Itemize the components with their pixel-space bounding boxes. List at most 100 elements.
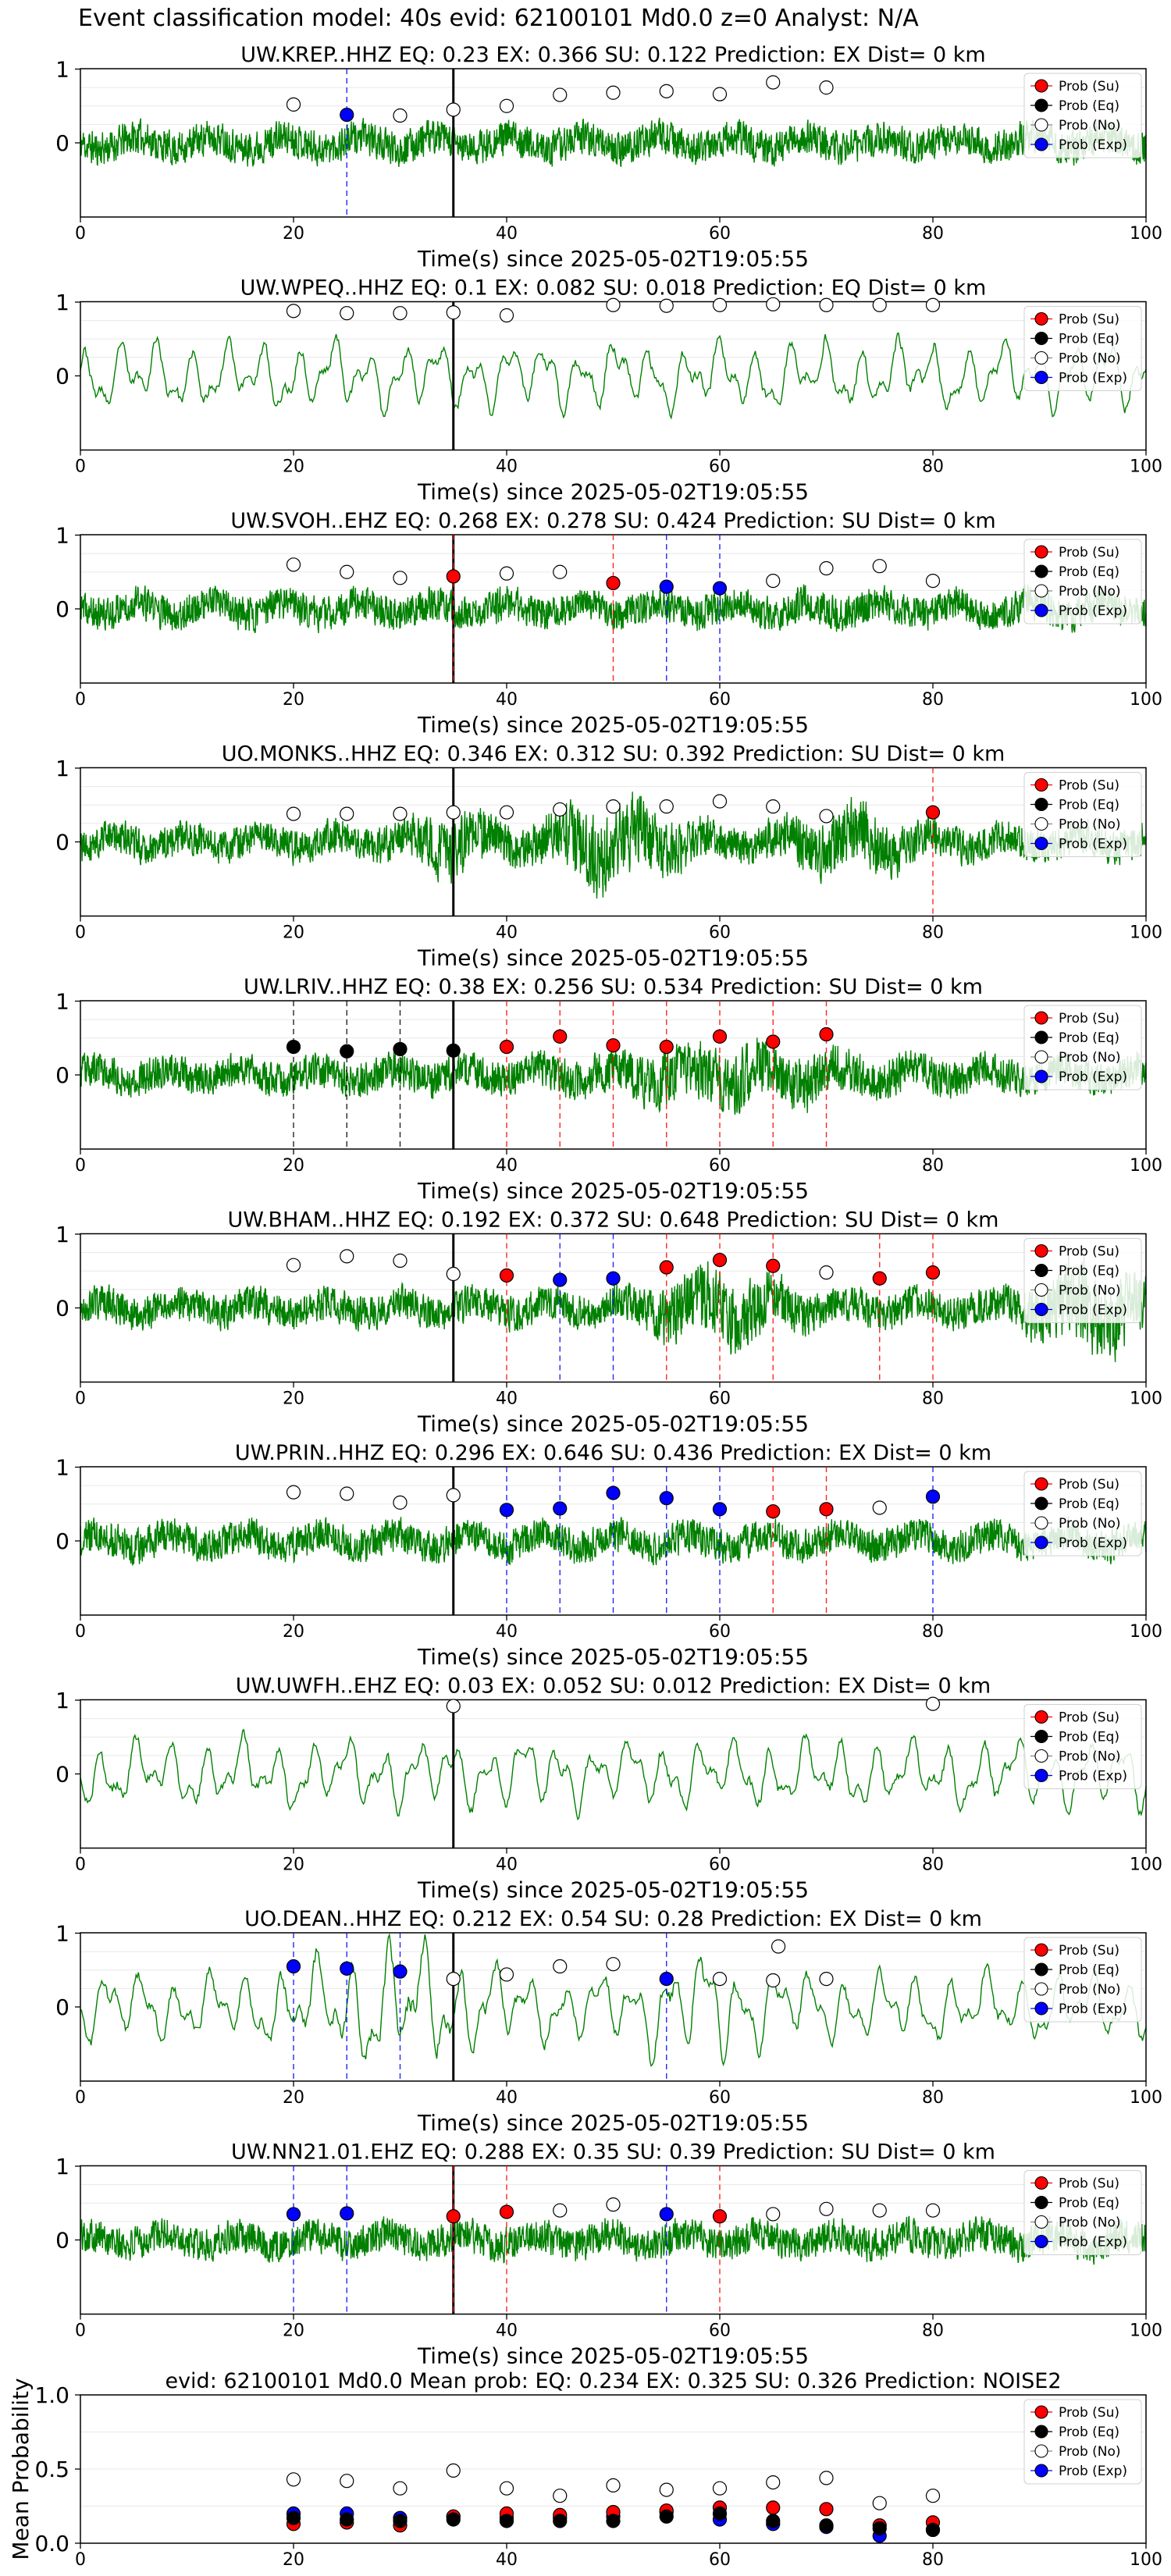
- y-tick-label: 1: [55, 523, 69, 549]
- legend-marker-eq: [1034, 1263, 1048, 1278]
- prob-point-exp: [286, 1959, 301, 1974]
- legend-label: Prob (Su): [1059, 312, 1119, 328]
- panel-title: UW.UWFH..EHZ EQ: 0.03 EX: 0.052 SU: 0.01…: [236, 1674, 991, 1699]
- x-tick-label: 40: [496, 1856, 518, 1875]
- prob-point-no: [872, 559, 887, 574]
- y-axis-label: Mean Probability: [8, 2378, 34, 2560]
- prob-point-no: [766, 75, 781, 90]
- legend-box: [1023, 73, 1142, 158]
- waveform-trace: [80, 2215, 1147, 2265]
- x-tick-label: 40: [496, 1156, 518, 1176]
- x-tick-label: 80: [922, 457, 944, 477]
- prob-point-no: [659, 84, 674, 98]
- legend-box: [1023, 1937, 1142, 2023]
- waveform-trace: [80, 1037, 1147, 1115]
- prob-point-exp: [553, 1501, 568, 1516]
- prob-point-exp: [499, 1503, 514, 1517]
- prob-point-exp: [340, 2206, 354, 2221]
- legend-label: Prob (Su): [1059, 1710, 1119, 1726]
- prob-point-no: [659, 298, 674, 313]
- legend-box: [1023, 1238, 1142, 1323]
- prob-point-no: [393, 1253, 408, 1268]
- y-tick-label: 0: [55, 1062, 69, 1088]
- legend-label: Prob (Exp): [1059, 1769, 1127, 1784]
- prob-point-no: [499, 805, 514, 820]
- prob-point-no: [446, 305, 461, 320]
- prob-point-no: [393, 306, 408, 321]
- x-tick-label: 80: [922, 690, 944, 710]
- legend-marker-eq: [1034, 564, 1048, 578]
- prob-point-no: [872, 297, 887, 312]
- legend-label: Prob (Eq): [1059, 1496, 1119, 1512]
- x-tick-label: 80: [922, 2088, 944, 2108]
- mean-point-su: [819, 2502, 834, 2517]
- waveform-trace: [80, 1933, 1147, 2067]
- prob-point-su: [872, 1271, 887, 1286]
- legend-label: Prob (Eq): [1059, 1962, 1119, 1978]
- panel-title: UW.WPEQ..HHZ EQ: 0.1 EX: 0.082 SU: 0.018…: [240, 276, 987, 301]
- mean-point-eq: [925, 2522, 941, 2537]
- prob-point-su: [766, 1258, 781, 1273]
- mean-point-no: [659, 2482, 674, 2497]
- legend-marker-exp: [1034, 1069, 1048, 1083]
- prob-point-no: [872, 1500, 887, 1515]
- prob-point-no: [553, 802, 568, 817]
- legend-marker-no: [1034, 817, 1048, 831]
- prob-point-no: [553, 87, 568, 102]
- y-tick-label: 1.0: [34, 2382, 69, 2408]
- station-panel-9: UO.DEAN..HHZ EQ: 0.212 EX: 0.54 SU: 0.28…: [55, 1907, 1162, 2136]
- x-axis-label: Time(s) since 2025-05-02T19:05:55: [417, 246, 809, 272]
- waveform-trace: [80, 792, 1147, 899]
- legend-label: Prob (No): [1059, 351, 1121, 367]
- x-tick-label: 20: [283, 1389, 304, 1409]
- x-tick-label: 40: [496, 457, 518, 477]
- mean-point-no: [606, 2478, 621, 2492]
- legend: Prob (Su) Prob (Eq) Prob (No) Prob (Exp): [1023, 2170, 1142, 2255]
- legend-label: Prob (No): [1059, 817, 1121, 833]
- waveform-trace: [80, 1728, 1147, 1820]
- prob-point-no: [606, 297, 621, 312]
- x-tick-label: 40: [496, 224, 518, 244]
- prob-point-no: [393, 1495, 408, 1510]
- legend-label: Prob (Eq): [1059, 1730, 1119, 1745]
- prob-point-no: [286, 557, 301, 572]
- legend-label: Prob (Su): [1059, 545, 1119, 560]
- prob-point-exp: [712, 581, 728, 596]
- prob-point-no: [499, 566, 514, 581]
- x-tick-label: 80: [922, 1389, 944, 1409]
- prob-point-exp: [659, 1971, 674, 1987]
- prob-point-no: [393, 108, 408, 123]
- y-tick-label: 1: [55, 290, 69, 315]
- legend-label: Prob (No): [1059, 2444, 1121, 2460]
- mean-point-no: [712, 2481, 728, 2496]
- x-tick-label: 100: [1130, 1622, 1162, 1642]
- prob-point-no: [712, 1971, 728, 1987]
- prob-point-no: [819, 2201, 834, 2216]
- prob-point-no: [606, 1957, 621, 1972]
- legend-marker-su: [1034, 79, 1048, 93]
- prob-point-no: [340, 306, 354, 321]
- legend-marker-no: [1034, 2215, 1048, 2229]
- legend: Prob (Su) Prob (Eq) Prob (No) Prob (Exp): [1023, 1005, 1142, 1091]
- panel-title: UW.LRIV..HHZ EQ: 0.38 EX: 0.256 SU: 0.53…: [244, 975, 983, 999]
- prob-point-exp: [606, 1271, 621, 1286]
- legend-marker-eq: [1034, 331, 1048, 346]
- prob-point-no: [499, 98, 514, 113]
- legend-marker-exp: [1034, 1535, 1048, 1550]
- prob-point-no: [286, 1485, 301, 1500]
- prob-point-no: [872, 2203, 887, 2218]
- prob-point-no: [925, 297, 941, 312]
- y-tick-label: 0: [55, 1296, 69, 1322]
- prob-point-su: [606, 1038, 621, 1053]
- legend-marker-exp: [1034, 1768, 1048, 1783]
- prob-point-su: [659, 1260, 674, 1275]
- legend: Prob (Su) Prob (Eq) Prob (No) Prob (Exp): [1023, 772, 1142, 857]
- mean-point-eq: [819, 2518, 834, 2533]
- x-tick-label: 100: [1130, 690, 1162, 710]
- legend-marker-su: [1034, 1011, 1048, 1025]
- prob-point-no: [393, 806, 408, 821]
- legend-label: Prob (Eq): [1059, 2196, 1119, 2211]
- prob-point-exp: [659, 2207, 674, 2222]
- prob-point-no: [446, 1971, 461, 1987]
- legend-marker-exp: [1034, 2234, 1048, 2249]
